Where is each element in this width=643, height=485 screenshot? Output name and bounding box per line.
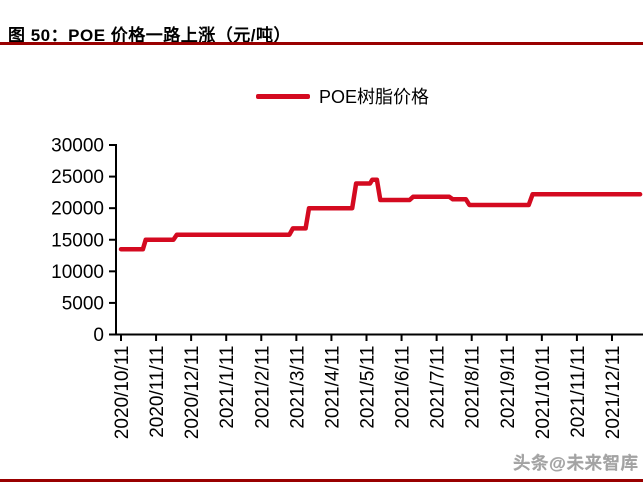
bottom-rule [0,479,643,482]
price-series-line [118,177,643,252]
figure-title: 图 50：POE 价格一路上涨（元/吨） [8,26,291,45]
x-tick-label: 2021/12/11 [603,346,624,440]
y-tick-label: 10000 [51,262,104,283]
y-tick-label: 20000 [51,199,104,220]
x-tick-label: 2021/10/11 [533,346,554,440]
title-underline [0,42,643,45]
y-tick-label: 0 [93,325,104,346]
y-tick-label: 30000 [51,136,104,157]
x-tick-label: 2021/7/11 [428,346,449,429]
x-tick-label: 2021/11/11 [568,346,589,438]
y-tick-label: 25000 [51,167,104,188]
x-tick-label: 2021/4/11 [322,346,343,429]
legend-label: POE树脂价格 [319,87,430,107]
y-tick-label: 15000 [51,230,104,251]
chart-legend: POE树脂价格 [256,83,429,109]
legend-line-swatch [256,93,310,99]
watermark: 头条@未来智库 [513,454,639,473]
x-tick-label: 2021/5/11 [357,346,378,429]
x-tick-label: 2020/10/11 [112,346,133,440]
y-tick-label: 5000 [62,293,104,314]
x-tick-label: 2020/12/11 [182,346,203,440]
x-tick-label: 2020/11/11 [147,346,168,438]
x-tick-label: 2021/3/11 [287,346,308,429]
x-tick-label: 2021/2/11 [252,346,273,429]
x-tick-label: 2021/8/11 [463,346,484,429]
x-tick-label: 2021/6/11 [393,346,414,429]
x-tick-label: 2021/9/11 [498,346,519,429]
x-tick-label: 2021/1/11 [217,346,238,429]
